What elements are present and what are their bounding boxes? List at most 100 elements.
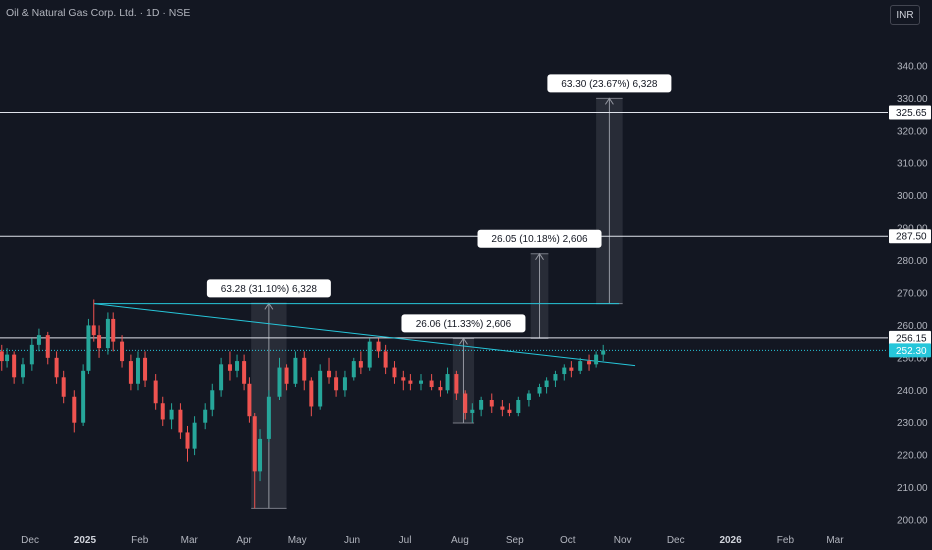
candle-body: [5, 354, 10, 362]
y-tick-label: 210.00: [897, 483, 928, 494]
candle-body: [0, 351, 4, 362]
candle-body: [544, 380, 549, 388]
chart-title: Oil & Natural Gas Corp. Ltd. · 1D · NSE: [6, 7, 191, 19]
measure-label: 26.05 (10.18%) 2,606: [491, 234, 588, 245]
level-price-label-box: [889, 330, 931, 345]
candle-body: [111, 318, 116, 342]
candle-body: [376, 341, 381, 352]
candle-body: [445, 374, 450, 391]
x-tick-label: Mar: [181, 535, 199, 546]
measure-label-box: [206, 279, 331, 298]
candle-body: [562, 367, 567, 375]
measure-label: 63.28 (31.10%) 6,328: [221, 284, 318, 295]
x-tick-label: 2025: [74, 535, 97, 546]
candle-body: [86, 325, 91, 371]
candle-body: [36, 335, 41, 345]
candle-body: [587, 361, 592, 365]
level-price-label: 325.65: [896, 108, 927, 119]
level-price-label-box: [889, 229, 931, 244]
y-tick-label: 300.00: [897, 191, 928, 202]
y-tick-label: 260.00: [897, 321, 928, 332]
candle-body: [537, 387, 542, 394]
candle-body: [266, 396, 271, 439]
y-tick-label: 290.00: [897, 224, 928, 235]
candle-body: [203, 409, 208, 423]
x-tick-label: Sep: [506, 535, 524, 546]
y-tick-label: 200.00: [897, 516, 928, 527]
x-tick-label: Jul: [399, 535, 412, 546]
candle-body: [54, 357, 59, 378]
candle-body: [367, 341, 372, 368]
last-price-label: 252.30: [896, 346, 927, 357]
level-price-label: 256.15: [896, 333, 927, 344]
y-tick-label: 320.00: [897, 126, 928, 137]
x-tick-label: Dec: [667, 535, 685, 546]
candle-body: [594, 354, 599, 365]
candle-body: [500, 406, 505, 410]
candle-body: [351, 361, 356, 378]
candle-body: [178, 409, 183, 433]
measure-arrow-head: [535, 252, 544, 261]
candle-body: [318, 370, 323, 407]
candle-body: [91, 325, 96, 336]
currency-button[interactable]: INR: [890, 5, 920, 25]
measure-label: 26.06 (11.33%) 2,606: [416, 319, 512, 330]
y-tick-label: 330.00: [897, 94, 928, 105]
candle-body: [302, 357, 307, 381]
measure-label-box: [547, 74, 672, 93]
x-tick-label: Dec: [21, 535, 39, 546]
candle-body: [247, 383, 252, 417]
candle-body: [408, 380, 413, 384]
candle-body: [120, 341, 125, 362]
candle-body: [235, 361, 240, 371]
candle-body: [526, 393, 531, 400]
candle-body: [29, 344, 34, 365]
y-tick-label: 220.00: [897, 451, 928, 462]
candle-body: [569, 367, 574, 371]
candle-body: [61, 377, 66, 397]
candle-body: [160, 403, 165, 420]
candle-body: [105, 318, 110, 349]
trendline[interactable]: [93, 303, 636, 367]
candle-body: [45, 335, 50, 358]
y-tick-label: 310.00: [897, 159, 928, 170]
x-tick-label: Jun: [344, 535, 360, 546]
candle-body: [277, 367, 282, 397]
y-tick-label: 340.00: [897, 61, 928, 72]
candle-body: [20, 364, 25, 378]
candle-body: [419, 380, 424, 384]
measure-arrow-head: [604, 97, 614, 105]
x-tick-label: Oct: [560, 535, 576, 546]
measure-label: 63.30 (23.67%) 6,328: [561, 79, 658, 90]
candle-body: [601, 350, 606, 355]
x-tick-label: Feb: [777, 535, 795, 546]
candle-body: [185, 432, 190, 449]
measure-label-box: [401, 314, 526, 333]
candle-body: [143, 357, 148, 381]
candle-body: [72, 396, 77, 423]
last-price-label-box: [889, 343, 931, 358]
candle-body: [252, 416, 257, 472]
candle-body: [401, 377, 406, 381]
candle-body: [128, 361, 133, 384]
level-price-label: 287.50: [896, 232, 927, 243]
candle-body: [169, 409, 174, 420]
candle-body: [135, 357, 140, 384]
candle-body: [392, 367, 397, 378]
candle-body: [258, 438, 263, 472]
x-tick-label: Mar: [826, 535, 844, 546]
x-tick-label: Feb: [131, 535, 149, 546]
x-tick-label: Aug: [451, 535, 469, 546]
measure-label-box: [477, 229, 602, 248]
candle-body: [219, 364, 224, 391]
candle-body: [242, 361, 247, 384]
y-tick-label: 250.00: [897, 353, 928, 364]
y-tick-label: 270.00: [897, 288, 928, 299]
candle-body: [284, 367, 289, 384]
candle-body: [293, 357, 298, 384]
candle-body: [192, 422, 197, 449]
candle-body: [210, 390, 215, 410]
x-tick-label: 2026: [719, 535, 742, 546]
candle-body: [309, 380, 314, 407]
